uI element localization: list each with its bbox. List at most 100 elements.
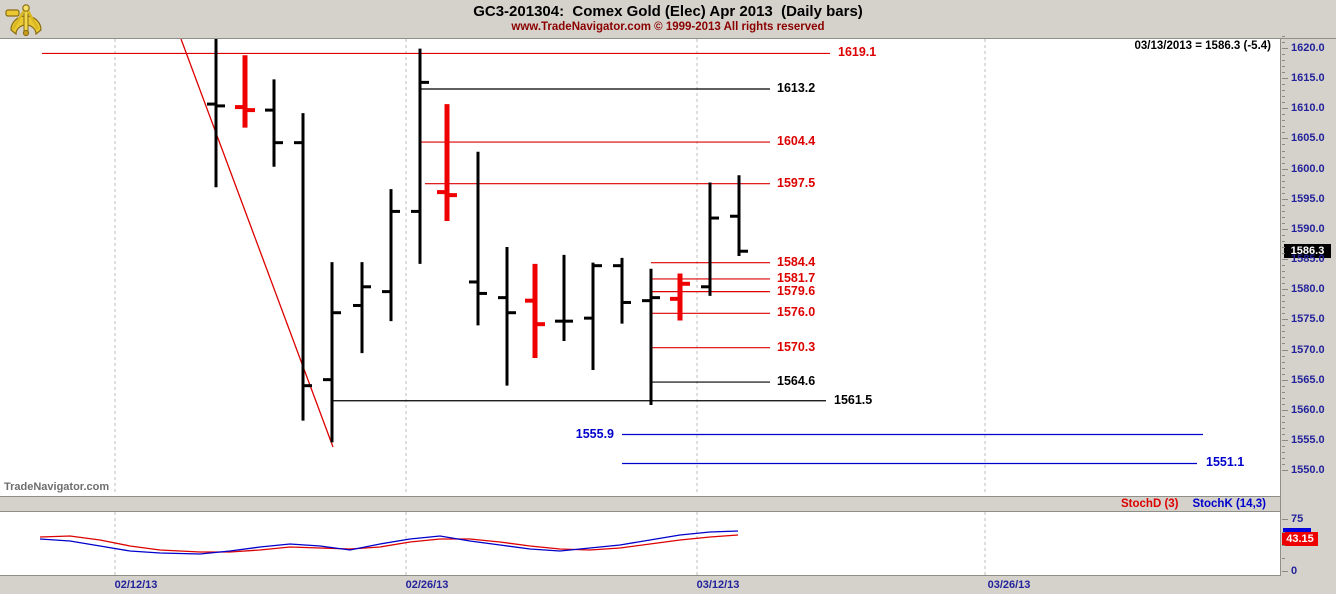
price-axis-minor-tick — [1282, 253, 1285, 255]
price-level-label[interactable]: 1579.6 — [777, 283, 816, 298]
price-axis-minor-tick — [1282, 265, 1285, 267]
last-price-flag: 1586.3 — [1284, 244, 1331, 259]
price-axis-minor-tick — [1282, 120, 1285, 122]
price-axis-minor-tick — [1282, 373, 1285, 375]
price-level-label[interactable]: 1564.6 — [777, 374, 816, 389]
price-axis-minor-tick — [1282, 102, 1285, 104]
stochk-legend-label[interactable]: StochK (14,3) — [1192, 498, 1267, 510]
price-chart-pane[interactable]: 1619.1 1613.2 1604.4 1597.5 1584.4 1581.7 1579… — [0, 39, 1281, 497]
price-level-label[interactable]: 1604.4 — [777, 134, 816, 149]
price-level-label[interactable]: 1613.2 — [777, 81, 816, 95]
price-axis-major-tick — [1282, 379, 1288, 381]
date-axis-label: 03/26/13 — [987, 579, 1031, 591]
price-axis-minor-tick — [1282, 35, 1285, 37]
price-axis-minor-tick — [1282, 162, 1285, 164]
price-chart-canvas — [42, 39, 1203, 495]
ohlc-bar — [730, 175, 748, 257]
stochd-value-flag: 43.15 — [1282, 532, 1318, 546]
price-level-label[interactable]: 1561.5 — [834, 392, 873, 407]
stoch-axis-major-tick — [1282, 571, 1288, 572]
ohlc-bar — [207, 39, 225, 188]
price-level-label[interactable]: 1570.3 — [777, 339, 816, 354]
price-axis-label: 1565.0 — [1291, 373, 1325, 386]
price-axis-major-tick — [1282, 470, 1288, 472]
trendline[interactable] — [180, 39, 334, 448]
ohlc-bar — [525, 263, 545, 358]
last-quote-readout: 03/13/2013 = 1586.3 (-5.4) — [1134, 40, 1271, 52]
price-axis-minor-tick — [1282, 421, 1285, 423]
price-axis-minor-tick — [1282, 72, 1285, 74]
ohlc-bar — [265, 79, 283, 167]
price-axis-minor-tick — [1282, 41, 1285, 43]
ohlc-bar — [235, 55, 255, 128]
price-axis-minor-tick — [1282, 132, 1285, 134]
ohlc-bar — [701, 182, 719, 296]
price-axis-minor-tick — [1282, 60, 1285, 62]
price-axis-label: 1615.0 — [1291, 72, 1325, 85]
ohlc-bar — [642, 268, 660, 405]
price-level-label[interactable]: 1619.1 — [838, 45, 877, 60]
price-axis-minor-tick — [1282, 90, 1285, 92]
price-axis-label: 1560.0 — [1291, 403, 1325, 416]
price-axis-minor-tick — [1282, 301, 1285, 303]
price-level-label[interactable]: 1584.4 — [777, 254, 816, 269]
price-axis-label: 1610.0 — [1291, 102, 1325, 115]
stochastic-canvas — [39, 512, 986, 575]
price-axis-minor-tick — [1282, 295, 1285, 297]
price-axis-minor-tick — [1282, 415, 1285, 417]
price-axis-major-tick — [1282, 198, 1288, 200]
price-axis-label: 1575.0 — [1291, 313, 1325, 326]
price-axis-minor-tick — [1282, 240, 1285, 242]
price-axis-major-tick — [1282, 48, 1288, 49]
price-axis-minor-tick — [1282, 355, 1285, 357]
stochk-value-marker — [1283, 528, 1311, 532]
price-axis-major-tick — [1282, 108, 1288, 110]
price-axis-minor-tick — [1282, 114, 1285, 116]
ohlc-bar — [613, 257, 631, 324]
price-axis-minor-tick — [1282, 271, 1285, 273]
price-axis-minor-tick — [1282, 180, 1285, 182]
price-axis-minor-tick — [1282, 458, 1285, 460]
price-axis-minor-tick — [1282, 66, 1285, 68]
price-axis[interactable]: 1586.3 43.15 1620.0 1615.0 1610.0 1605.0 160… — [1282, 35, 1336, 594]
indicator-label-band: StochD (3) StochK (14,3) — [0, 497, 1281, 511]
price-axis-minor-tick — [1282, 445, 1285, 447]
price-level-label[interactable]: 1597.5 — [777, 175, 816, 190]
price-axis-minor-tick — [1282, 277, 1285, 279]
trade-navigator-logo-icon — [5, 4, 42, 37]
price-level-label[interactable]: 1576.0 — [777, 305, 816, 320]
stoch-axis-label: 75 — [1291, 513, 1304, 525]
stochd-legend-label[interactable]: StochD (3) — [1121, 498, 1179, 510]
ohlc-bar — [670, 273, 690, 321]
stochastic-pane[interactable] — [0, 511, 1281, 576]
price-axis-major-tick — [1282, 409, 1288, 411]
ohlc-bar — [584, 262, 602, 371]
ohlc-bar — [323, 262, 341, 443]
price-axis-label: 1550.0 — [1291, 464, 1325, 477]
price-axis-minor-tick — [1282, 325, 1285, 327]
price-axis-label: 1620.0 — [1291, 42, 1325, 54]
price-axis-minor-tick — [1282, 234, 1285, 236]
ohlc-bar — [353, 262, 371, 354]
price-level-label[interactable]: 1581.7 — [777, 270, 816, 285]
price-axis-minor-tick — [1282, 391, 1285, 393]
date-axis: 02/12/13 02/26/13 03/12/13 03/26/13 — [0, 576, 1336, 594]
ohlc-bar — [294, 113, 312, 421]
date-axis-label: 02/12/13 — [114, 579, 158, 591]
ohlc-bar — [437, 104, 457, 222]
price-axis-label: 1580.0 — [1291, 283, 1325, 296]
price-axis-minor-tick — [1282, 307, 1285, 309]
price-axis-minor-tick — [1282, 433, 1285, 435]
price-axis-minor-tick — [1282, 343, 1285, 345]
price-axis-major-tick — [1282, 319, 1288, 321]
price-axis-minor-tick — [1282, 337, 1285, 339]
stoch-axis-major-tick — [1282, 519, 1288, 520]
stoch-axis-minor-tick — [1282, 558, 1285, 559]
price-axis-minor-tick — [1282, 150, 1285, 152]
price-level-label[interactable]: 1555.9 — [575, 426, 614, 441]
stoch-axis-minor-tick — [1282, 545, 1285, 546]
price-axis-minor-tick — [1282, 427, 1285, 429]
ohlc-bar — [555, 254, 573, 342]
price-level-label[interactable]: 1551.1 — [1206, 455, 1245, 470]
price-axis-major-tick — [1282, 349, 1288, 351]
